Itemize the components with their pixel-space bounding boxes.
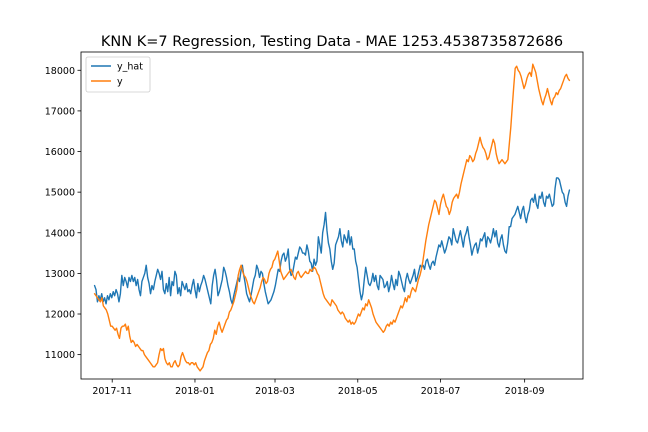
plot-frame (80, 51, 584, 380)
x-tick-label: 2018-05 (338, 386, 378, 397)
chart-title: KNN K=7 Regression, Testing Data - MAE 1… (101, 34, 563, 50)
y-tick-label: 18000 (45, 66, 75, 77)
x-tick-label: 2017-11 (92, 386, 132, 397)
y-tick-label: 15000 (45, 188, 75, 199)
y-tick-label: 14000 (45, 228, 75, 239)
legend-label-y: y (117, 77, 123, 88)
x-tick-label: 2018-01 (175, 386, 215, 397)
y-tick-label: 13000 (45, 269, 75, 280)
ticks-layer: 2017-11 2018-01 2018-03 2018-05 2018-07 2018-… (45, 66, 545, 397)
x-tick-label: 2018-09 (505, 386, 545, 397)
x-tick-label: 2018-03 (255, 386, 295, 397)
y-tick-label: 12000 (45, 310, 75, 321)
series-line-y (93, 63, 571, 372)
y-tick-label: 16000 (45, 147, 75, 158)
legend: y_hat y (85, 56, 151, 93)
x-tick-label: 2018-07 (421, 386, 461, 397)
y-tick-label: 11000 (45, 350, 75, 361)
y-tick-label: 17000 (45, 106, 75, 117)
series-layer (93, 63, 571, 372)
series-line-y_hat (93, 177, 571, 305)
legend-label-y_hat: y_hat (117, 62, 143, 73)
